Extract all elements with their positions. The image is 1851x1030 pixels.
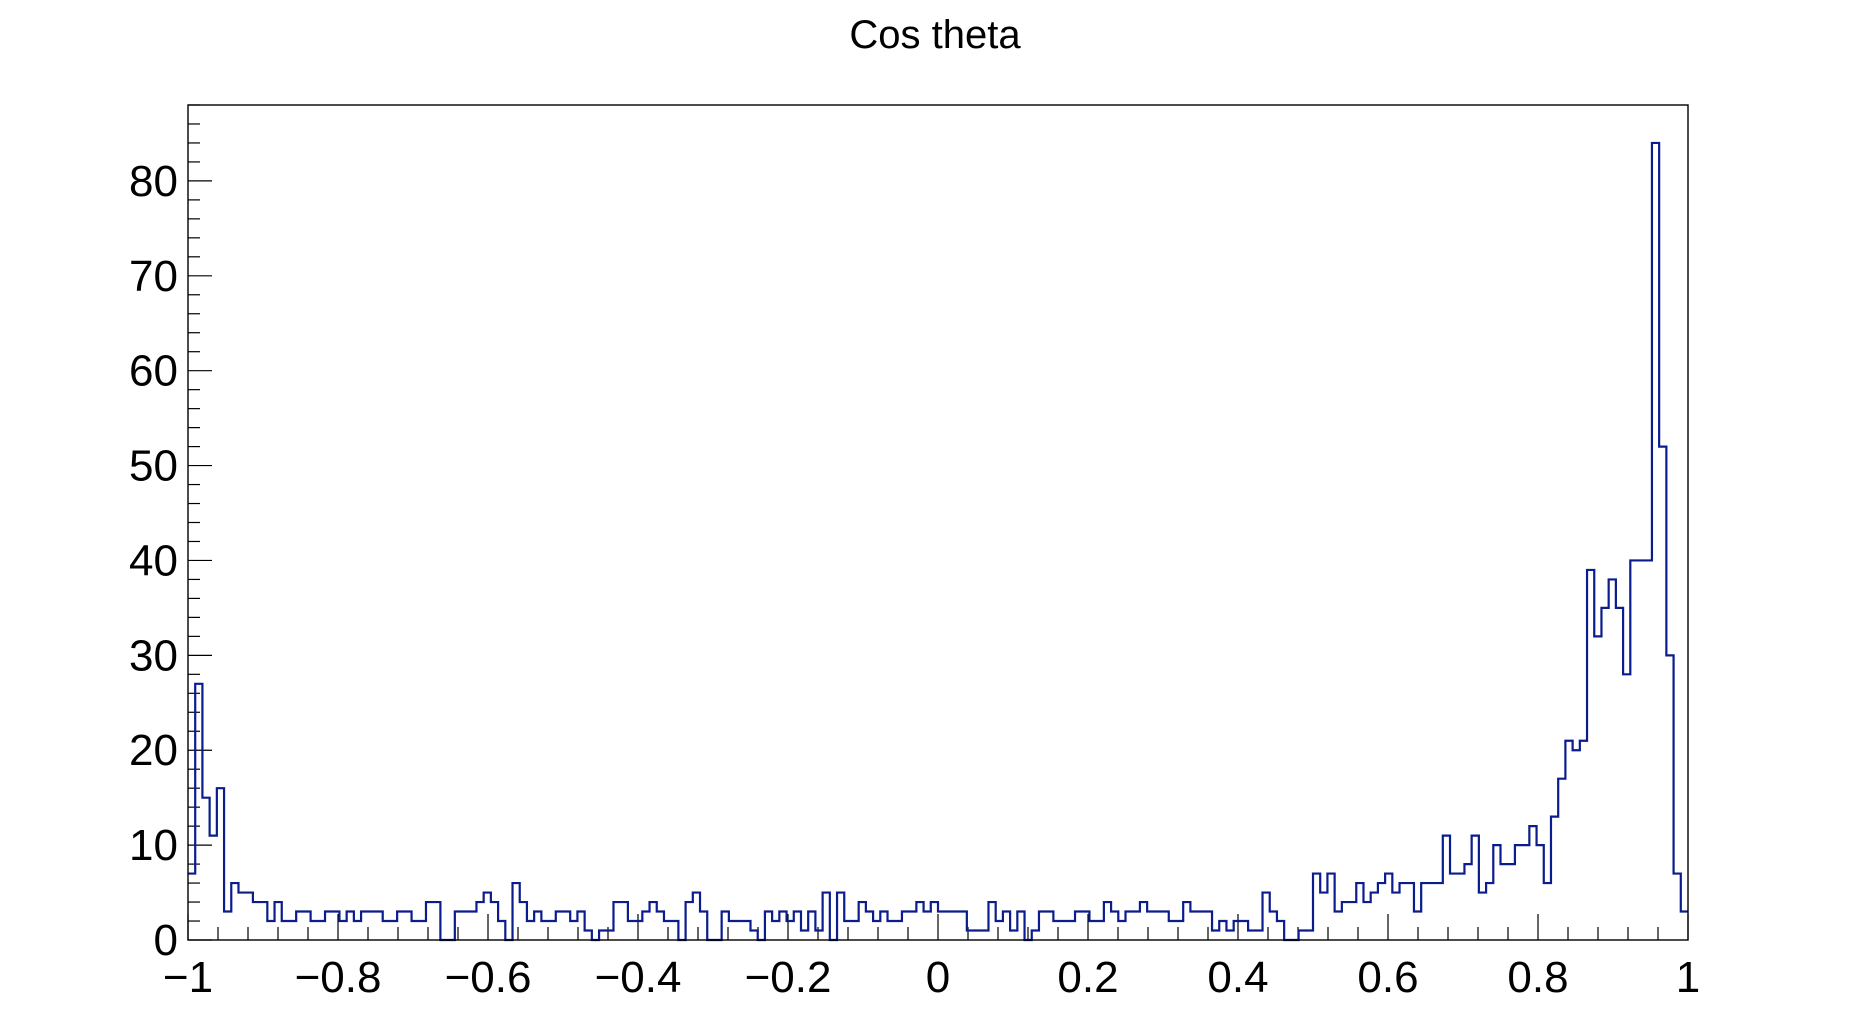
x-tick-label: −0.2 <box>745 953 832 1002</box>
y-tick-label: 30 <box>129 631 178 680</box>
y-tick-label: 50 <box>129 442 178 491</box>
x-tick-label: 0.8 <box>1507 953 1568 1002</box>
x-tick-label: −0.6 <box>445 953 532 1002</box>
x-tick-label: 0.2 <box>1057 953 1118 1002</box>
x-tick-label: −0.4 <box>595 953 682 1002</box>
y-tick-label: 0 <box>154 916 178 965</box>
x-tick-label: 1 <box>1676 953 1700 1002</box>
y-tick-label: 10 <box>129 821 178 870</box>
chart-title: Cos theta <box>849 13 1021 57</box>
x-tick-label: 0 <box>926 953 950 1002</box>
axis-ticks <box>187 104 1689 941</box>
tick-labels: −1 −0.8 −0.6 −0.4 −0.2 0 0.2 0.4 0.6 0.8 101020304… <box>129 157 1700 1002</box>
x-tick-label: 0.6 <box>1357 953 1418 1002</box>
y-tick-label: 80 <box>129 157 178 206</box>
x-tick-label: −0.8 <box>295 953 382 1002</box>
x-tick-label: 0.4 <box>1207 953 1268 1002</box>
y-tick-label: 70 <box>129 252 178 301</box>
histogram-line <box>188 141 1688 942</box>
plot-frame <box>187 104 1689 941</box>
y-tick-label: 20 <box>129 726 178 775</box>
y-tick-label: 60 <box>129 347 178 396</box>
x-tick-label: −1 <box>163 953 213 1002</box>
y-tick-label: 40 <box>129 536 178 585</box>
